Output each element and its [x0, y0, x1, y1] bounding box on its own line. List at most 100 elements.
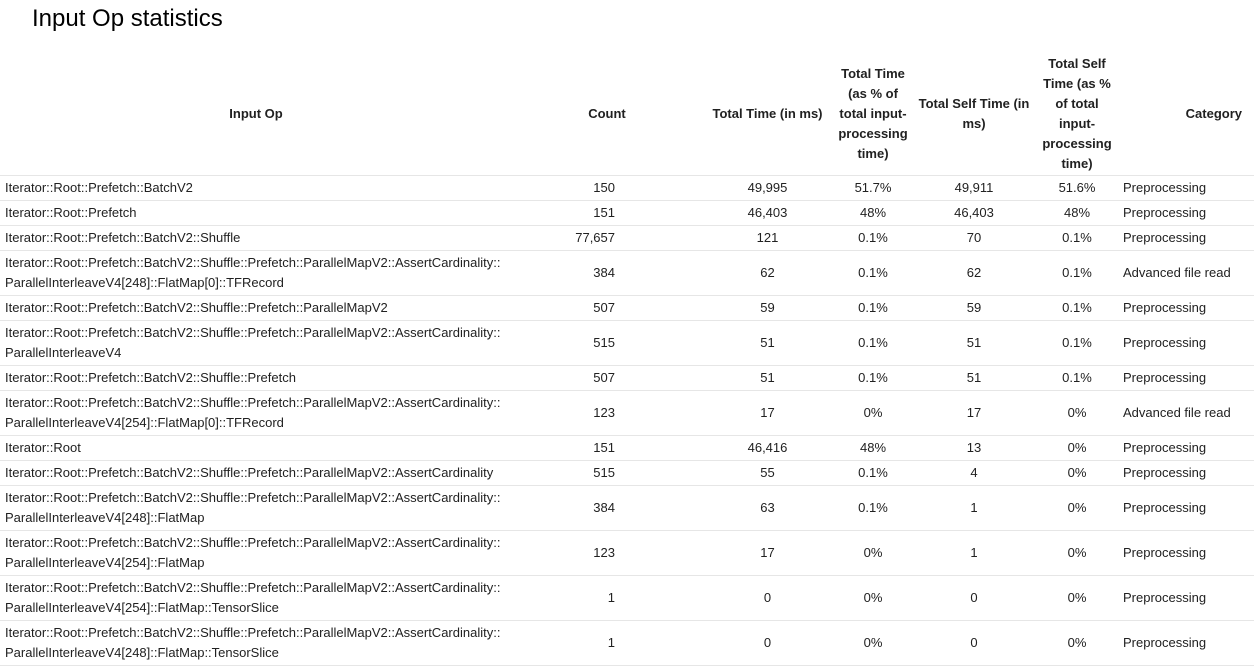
cell-category: Preprocessing: [1119, 200, 1254, 226]
cell-total-self-time: 59: [913, 295, 1035, 321]
input-op-name-line2: ParallelInterleaveV4[248]::FlatMap[0]::T…: [5, 275, 284, 290]
table-header: Input Op Count Total Time (in ms) Total …: [0, 53, 1254, 176]
input-op-name-line1: Iterator::Root::Prefetch::BatchV2::Shuff…: [5, 580, 501, 595]
cell-total-time-percent: 51.7%: [833, 175, 913, 201]
cell-total-time-percent: 0.1%: [833, 460, 913, 486]
input-op-name-line1: Iterator::Root::Prefetch::BatchV2::Shuff…: [5, 625, 501, 640]
cell-total-time-percent: 0.1%: [833, 320, 913, 366]
cell-total-self-time: 17: [913, 390, 1035, 436]
table-row: Iterator::Root::Prefetch::BatchV2::Shuff…: [0, 390, 1254, 436]
cell-count: 1: [512, 620, 702, 666]
cell-total-self-time-percent: 0.1%: [1035, 295, 1119, 321]
cell-count: 1: [512, 575, 702, 621]
input-op-stats-table: Input Op Count Total Time (in ms) Total …: [0, 53, 1254, 666]
header-total-self-time[interactable]: Total Self Time (in ms): [913, 53, 1035, 176]
table-body: Iterator::Root::Prefetch::BatchV2 150 49,9…: [0, 175, 1254, 666]
table-row: Iterator::Root::Prefetch::BatchV2::Shuff…: [0, 530, 1254, 576]
table-row: Iterator::Root::Prefetch::BatchV2::Shuff…: [0, 225, 1254, 251]
cell-total-time-percent: 0.1%: [833, 485, 913, 531]
input-op-name-line1: Iterator::Root::Prefetch::BatchV2::Shuff…: [5, 395, 501, 410]
cell-total-self-time: 4: [913, 460, 1035, 486]
cell-count: 151: [512, 435, 702, 461]
cell-total-time: 49,995: [702, 175, 833, 201]
cell-total-self-time-percent: 0%: [1035, 620, 1119, 666]
cell-input-op: Iterator::Root::Prefetch::BatchV2::Shuff…: [0, 295, 512, 321]
table-row: Iterator::Root::Prefetch::BatchV2::Shuff…: [0, 320, 1254, 366]
table-row: Iterator::Root::Prefetch::BatchV2::Shuff…: [0, 250, 1254, 296]
cell-category: Preprocessing: [1119, 575, 1254, 621]
cell-total-time-percent: 0.1%: [833, 295, 913, 321]
cell-count: 151: [512, 200, 702, 226]
cell-input-op: Iterator::Root::Prefetch::BatchV2: [0, 175, 512, 201]
cell-total-self-time: 51: [913, 320, 1035, 366]
header-total-self-time-percent[interactable]: Total Self Time (as % of total input-pro…: [1035, 53, 1119, 176]
cell-total-time: 17: [702, 530, 833, 576]
cell-total-time-percent: 0%: [833, 620, 913, 666]
cell-total-self-time: 13: [913, 435, 1035, 461]
input-op-name-line1: Iterator::Root: [5, 440, 81, 455]
cell-total-self-time-percent: 0%: [1035, 390, 1119, 436]
cell-count: 123: [512, 530, 702, 576]
input-op-name-line2: ParallelInterleaveV4[254]::FlatMap::Tens…: [5, 600, 279, 615]
cell-category: Preprocessing: [1119, 225, 1254, 251]
input-op-name-line2: ParallelInterleaveV4[254]::FlatMap[0]::T…: [5, 415, 284, 430]
cell-total-time-percent: 0%: [833, 390, 913, 436]
cell-count: 150: [512, 175, 702, 201]
cell-category: Preprocessing: [1119, 530, 1254, 576]
cell-category: Advanced file read: [1119, 250, 1254, 296]
cell-total-time: 59: [702, 295, 833, 321]
cell-input-op: Iterator::Root::Prefetch::BatchV2::Shuff…: [0, 575, 512, 621]
table-row: Iterator::Root::Prefetch::BatchV2::Shuff…: [0, 485, 1254, 531]
cell-total-self-time-percent: 0.1%: [1035, 225, 1119, 251]
cell-input-op: Iterator::Root::Prefetch::BatchV2::Shuff…: [0, 320, 512, 366]
table-row: Iterator::Root::Prefetch::BatchV2::Shuff…: [0, 295, 1254, 321]
table-row: Iterator::Root::Prefetch::BatchV2 150 49,9…: [0, 175, 1254, 201]
cell-category: Preprocessing: [1119, 295, 1254, 321]
cell-input-op: Iterator::Root::Prefetch::BatchV2::Shuff…: [0, 620, 512, 666]
cell-total-self-time: 70: [913, 225, 1035, 251]
cell-total-time: 51: [702, 365, 833, 391]
input-op-name-line1: Iterator::Root::Prefetch::BatchV2::Shuff…: [5, 370, 296, 385]
cell-total-self-time: 0: [913, 620, 1035, 666]
cell-total-time: 121: [702, 225, 833, 251]
header-total-time-percent[interactable]: Total Time (as % of total input-processi…: [833, 53, 913, 176]
table-row: Iterator::Root::Prefetch::BatchV2::Shuff…: [0, 620, 1254, 666]
input-op-name-line1: Iterator::Root::Prefetch::BatchV2::Shuff…: [5, 300, 388, 315]
input-op-name-line1: Iterator::Root::Prefetch::BatchV2: [5, 180, 193, 195]
cell-total-time-percent: 0%: [833, 530, 913, 576]
cell-count: 123: [512, 390, 702, 436]
cell-category: Advanced file read: [1119, 390, 1254, 436]
cell-category: Preprocessing: [1119, 460, 1254, 486]
cell-total-self-time-percent: 0.1%: [1035, 250, 1119, 296]
cell-total-self-time: 49,911: [913, 175, 1035, 201]
table-row: Iterator::Root::Prefetch::BatchV2::Shuff…: [0, 460, 1254, 486]
input-op-name-line2: ParallelInterleaveV4[248]::FlatMap::Tens…: [5, 645, 279, 660]
cell-total-time: 62: [702, 250, 833, 296]
cell-count: 384: [512, 485, 702, 531]
cell-total-time-percent: 0.1%: [833, 365, 913, 391]
table-row: Iterator::Root::Prefetch 151 46,403 48% 46,4…: [0, 200, 1254, 226]
cell-count: 507: [512, 295, 702, 321]
input-op-name-line2: ParallelInterleaveV4: [5, 345, 122, 360]
table-row: Iterator::Root::Prefetch::BatchV2::Shuff…: [0, 365, 1254, 391]
cell-total-time: 63: [702, 485, 833, 531]
cell-input-op: Iterator::Root::Prefetch::BatchV2::Shuff…: [0, 225, 512, 251]
cell-category: Preprocessing: [1119, 485, 1254, 531]
header-category[interactable]: Category: [1119, 53, 1254, 176]
header-total-time[interactable]: Total Time (in ms): [702, 53, 833, 176]
cell-total-self-time: 1: [913, 530, 1035, 576]
cell-total-self-time-percent: 51.6%: [1035, 175, 1119, 201]
cell-total-time-percent: 0.1%: [833, 250, 913, 296]
cell-total-time: 51: [702, 320, 833, 366]
cell-count: 77,657: [512, 225, 702, 251]
cell-input-op: Iterator::Root::Prefetch::BatchV2::Shuff…: [0, 530, 512, 576]
cell-total-self-time-percent: 0%: [1035, 460, 1119, 486]
input-op-name-line1: Iterator::Root::Prefetch::BatchV2::Shuff…: [5, 490, 501, 505]
cell-total-self-time: 51: [913, 365, 1035, 391]
page-title: Input Op statistics: [32, 5, 223, 32]
input-op-name-line1: Iterator::Root::Prefetch::BatchV2::Shuff…: [5, 535, 501, 550]
cell-count: 515: [512, 460, 702, 486]
header-input-op[interactable]: Input Op: [0, 53, 512, 176]
header-count[interactable]: Count: [512, 53, 702, 176]
cell-total-self-time: 1: [913, 485, 1035, 531]
